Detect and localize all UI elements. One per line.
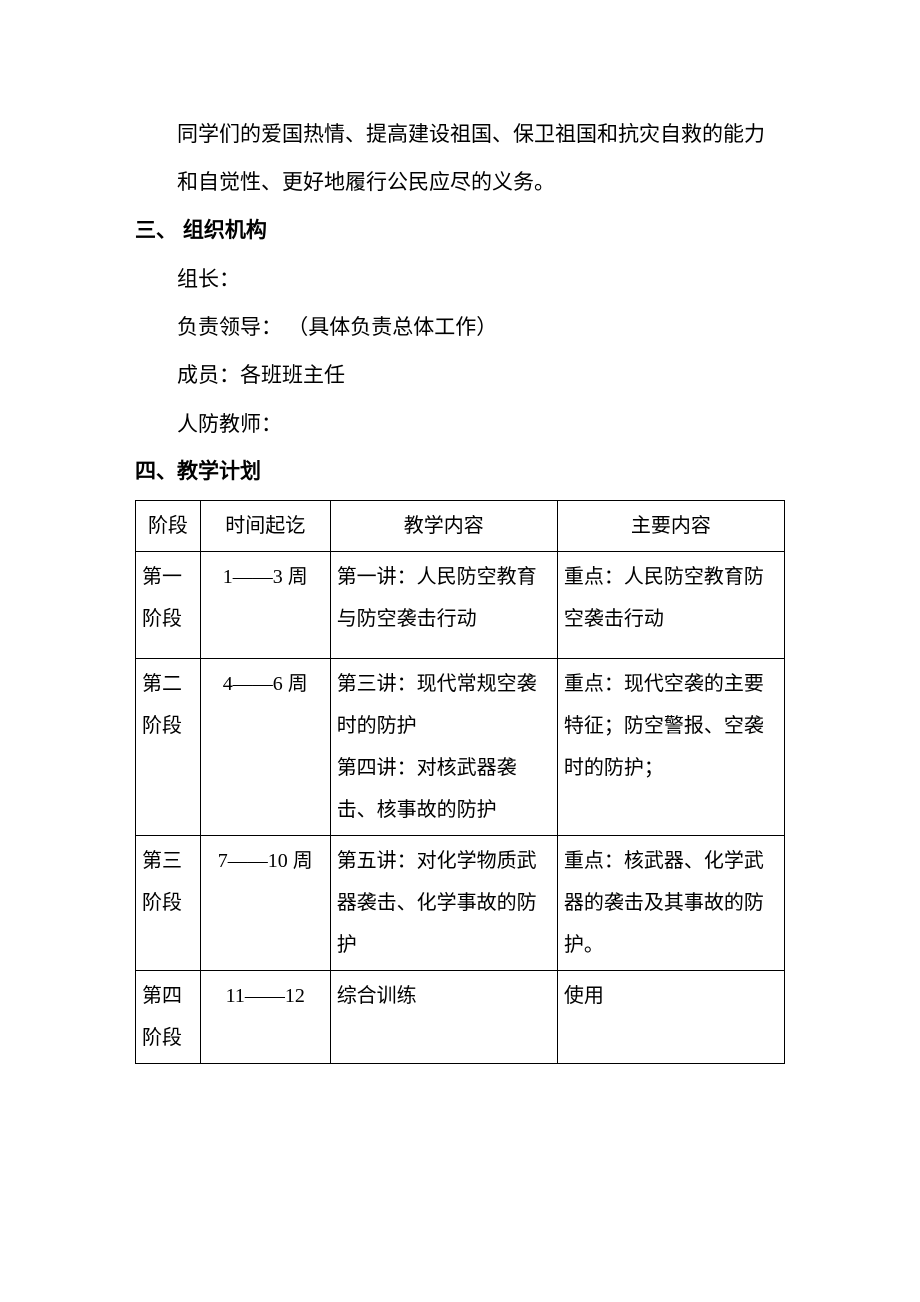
- table-row: 第一阶段 1——3 周 第一讲：人民防空教育与防空袭击行动 重点：人民防空教育防…: [136, 552, 785, 659]
- cell-key: 重点：人民防空教育防空袭击行动: [557, 552, 784, 659]
- cell-time: 11——12: [200, 971, 330, 1064]
- section-4-heading: 四、教学计划: [135, 448, 785, 496]
- org-teachers: 人防教师：: [135, 400, 785, 448]
- col-header-time: 时间起讫: [200, 501, 330, 552]
- col-header-key: 主要内容: [557, 501, 784, 552]
- section-3-heading: 三、 组织机构: [135, 207, 785, 255]
- cell-time: 4——6 周: [200, 659, 330, 836]
- cell-stage: 第一阶段: [136, 552, 201, 659]
- cell-stage: 第二阶段: [136, 659, 201, 836]
- cell-content: 第三讲：现代常规空袭时的防护第四讲：对核武器袭击、核事故的防护: [330, 659, 557, 836]
- col-header-content: 教学内容: [330, 501, 557, 552]
- cell-content: 综合训练: [330, 971, 557, 1064]
- cell-content: 第一讲：人民防空教育与防空袭击行动: [330, 552, 557, 659]
- intro-line-2: 和自觉性、更好地履行公民应尽的义务。: [135, 158, 785, 206]
- cell-time: 7——10 周: [200, 836, 330, 971]
- table-row: 第二阶段 4——6 周 第三讲：现代常规空袭时的防护第四讲：对核武器袭击、核事故…: [136, 659, 785, 836]
- org-members: 成员：各班班主任: [135, 351, 785, 399]
- intro-line-1: 同学们的爱国热情、提高建设祖国、保卫祖国和抗灾自救的能力: [135, 110, 785, 158]
- table-header-row: 阶段 时间起讫 教学内容 主要内容: [136, 501, 785, 552]
- col-header-stage: 阶段: [136, 501, 201, 552]
- cell-key: 重点：核武器、化学武器的袭击及其事故的防护。: [557, 836, 784, 971]
- cell-stage: 第四阶段: [136, 971, 201, 1064]
- document-page: 同学们的爱国热情、提高建设祖国、保卫祖国和抗灾自救的能力 和自觉性、更好地履行公…: [0, 0, 920, 1124]
- cell-stage: 第三阶段: [136, 836, 201, 971]
- table-row: 第三阶段 7——10 周 第五讲：对化学物质武器袭击、化学事故的防护 重点：核武…: [136, 836, 785, 971]
- table-row: 第四阶段 11——12 综合训练 使用: [136, 971, 785, 1064]
- org-leader: 组长：: [135, 255, 785, 303]
- teaching-plan-table: 阶段 时间起讫 教学内容 主要内容 第一阶段 1——3 周 第一讲：人民防空教育…: [135, 500, 785, 1064]
- cell-content: 第五讲：对化学物质武器袭击、化学事故的防护: [330, 836, 557, 971]
- cell-key: 使用: [557, 971, 784, 1064]
- cell-key: 重点：现代空袭的主要特征；防空警报、空袭时的防护；: [557, 659, 784, 836]
- cell-time: 1——3 周: [200, 552, 330, 659]
- org-in-charge: 负责领导： （具体负责总体工作）: [135, 303, 785, 351]
